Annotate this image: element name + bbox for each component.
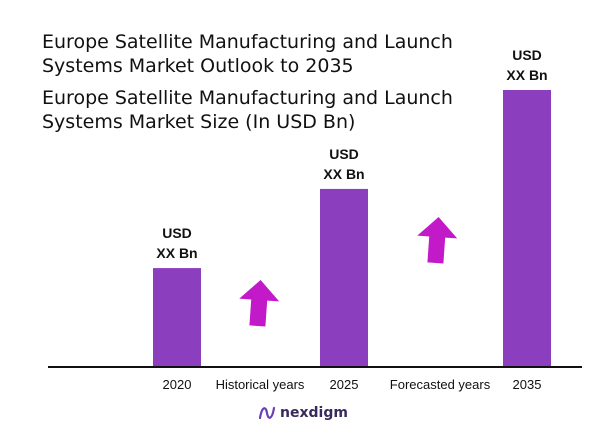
- bar-2035: [503, 90, 551, 367]
- chart-title-size: Europe Satellite Manufacturing and Launc…: [42, 87, 453, 133]
- value-label-currency: USD: [162, 225, 192, 241]
- x-tick-label: 2035: [513, 377, 542, 392]
- nexdigm-logo: nexdigm: [258, 404, 348, 422]
- x-tick-label: 2025: [330, 377, 359, 392]
- chart-title-outlook: Europe Satellite Manufacturing and Launc…: [42, 31, 453, 77]
- logo-text: nexdigm: [280, 405, 348, 421]
- value-label-currency: USD: [512, 47, 542, 63]
- nexdigm-wave-icon: [258, 406, 276, 420]
- value-label-amount: XX Bn: [156, 245, 197, 261]
- growth-arrow-historical: [239, 280, 280, 327]
- value-label-amount: XX Bn: [506, 67, 547, 83]
- period-label: Historical years: [216, 377, 305, 392]
- period-label: Forecasted years: [390, 377, 491, 392]
- growth-arrow-forecast: [417, 217, 458, 264]
- value-label-amount: XX Bn: [323, 166, 364, 182]
- bar-2020: [153, 268, 201, 367]
- value-label-currency: USD: [329, 146, 359, 162]
- bar-2025: [320, 188, 368, 367]
- x-tick-label: 2020: [163, 377, 192, 392]
